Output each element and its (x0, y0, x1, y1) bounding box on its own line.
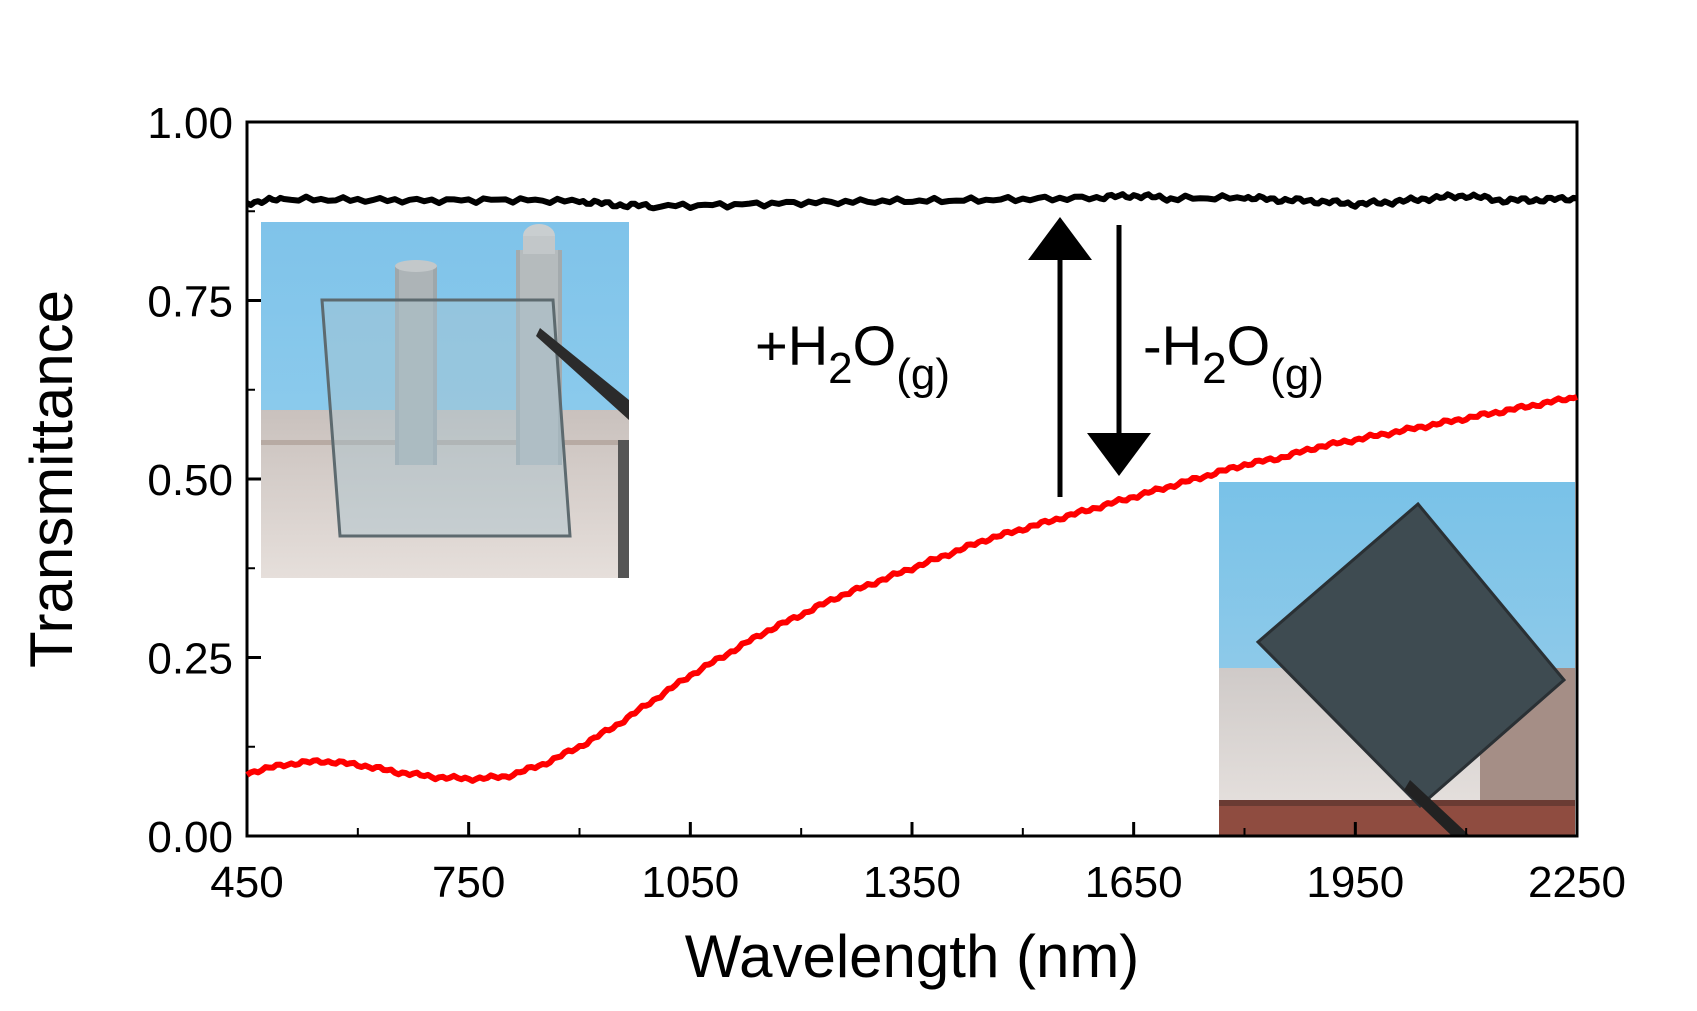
y-tick-labels: 0.00 0.25 0.50 0.75 1.00 (147, 99, 233, 862)
hydrate-label: +H2O(g) (755, 314, 950, 399)
x-tick-label: 450 (210, 858, 283, 907)
y-tick-label: 0.75 (147, 278, 233, 327)
up-arrow-icon (1028, 217, 1092, 260)
x-tick-label: 1350 (863, 858, 961, 907)
inset-photo-transparent-film (261, 222, 629, 578)
hydrate-mid: O (853, 314, 897, 377)
x-tick-label: 1650 (1085, 858, 1183, 907)
dehydrate-prefix: -H (1143, 314, 1202, 377)
hydration-arrows (1028, 217, 1151, 497)
dehydrate-sub1: 2 (1202, 344, 1226, 393)
y-tick-label: 1.00 (147, 99, 233, 148)
hydrate-prefix: +H (755, 314, 828, 377)
y-tick-label: 0.50 (147, 456, 233, 505)
series-line-0 (245, 191, 1578, 212)
x-tick-label: 1050 (641, 858, 739, 907)
dehydrate-mid: O (1227, 314, 1271, 377)
hydrate-sub2: (g) (896, 350, 950, 399)
x-tick-label: 2250 (1528, 858, 1626, 907)
x-tick-labels: 450 750 1050 1350 1650 1950 2250 (210, 858, 1626, 907)
y-tick-label: 0.25 (147, 635, 233, 684)
x-axis-label: Wavelength (nm) (685, 923, 1140, 990)
y-tick-label: 0.00 (147, 813, 233, 862)
y-axis-label: Transmittance (18, 290, 85, 668)
series-line-1 (245, 394, 1578, 784)
x-tick-label: 750 (432, 858, 505, 907)
data-series (245, 191, 1578, 784)
dehydrate-label: -H2O(g) (1143, 314, 1324, 399)
dehydrate-sub2: (g) (1270, 350, 1324, 399)
down-arrow-icon (1087, 433, 1151, 476)
hydrate-sub1: 2 (828, 344, 852, 393)
axis-ticks (245, 120, 1579, 838)
inset-photo-dark-film (1219, 482, 1575, 836)
x-tick-label: 1950 (1306, 858, 1404, 907)
